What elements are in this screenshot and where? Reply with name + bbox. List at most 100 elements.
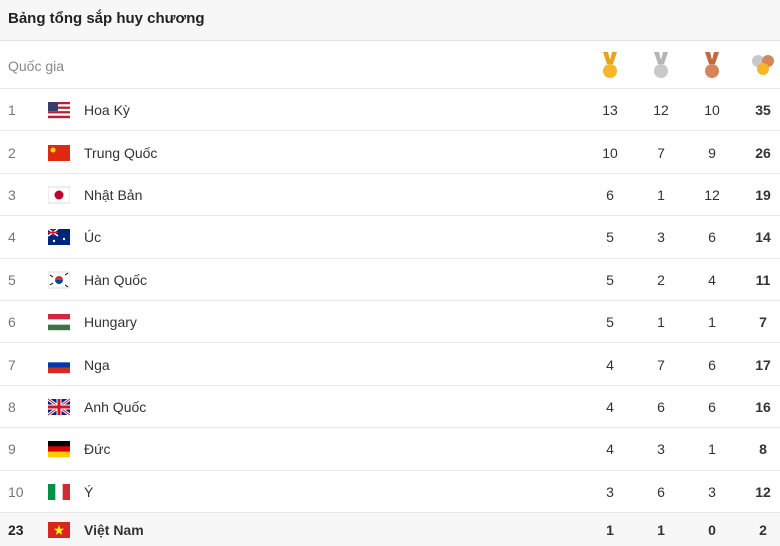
gold-count: 5: [606, 271, 614, 288]
rank: 4: [8, 229, 16, 246]
silver-count: 1: [657, 186, 665, 203]
flag: [47, 271, 71, 292]
flag-icon: [47, 397, 71, 417]
bronze-count: 6: [708, 229, 716, 246]
gold-count: 4: [606, 441, 614, 458]
table-row: 5 Hàn Quốc 5 2 4 11: [0, 257, 780, 301]
gold-count: 10: [602, 144, 618, 161]
silver-count: 7: [657, 356, 665, 373]
silver-icon: [654, 52, 668, 78]
rank: 8: [8, 398, 16, 415]
silver-count: 6: [657, 398, 665, 415]
flag: [48, 440, 70, 461]
silver-count: 1: [657, 314, 665, 331]
flag: [48, 521, 70, 542]
flag-icon: [48, 314, 70, 331]
gold-count: 5: [606, 314, 614, 331]
table-row: 23 Việt Nam 1 1 0 2: [0, 512, 780, 546]
country-name: Ý: [84, 483, 94, 500]
flag-icon: [48, 522, 70, 538]
bronze-count: 6: [708, 398, 716, 415]
gold-count: 1: [606, 522, 614, 538]
flag: [48, 101, 70, 122]
total-count: 8: [759, 441, 767, 458]
bronze-count: 12: [704, 186, 720, 203]
bronze-icon: [705, 52, 719, 78]
flag-icon: [48, 356, 70, 373]
flag: [47, 228, 70, 249]
total-count: 12: [755, 483, 771, 500]
country-name: Anh Quốc: [84, 398, 147, 415]
country-name: Trung Quốc: [84, 144, 158, 161]
total-count: 26: [755, 144, 771, 161]
total-count: 14: [755, 229, 771, 246]
flag-icon: [47, 271, 71, 289]
rank: 6: [8, 314, 16, 331]
silver-count: 7: [657, 144, 665, 161]
rank: 7: [8, 356, 16, 373]
country-name: Úc: [84, 229, 102, 246]
rank: 10: [8, 483, 24, 500]
table-row: 7 Nga 4 7 6 17: [0, 342, 780, 385]
flag: [47, 186, 71, 207]
total-count: 11: [755, 271, 771, 288]
flag: [48, 144, 70, 165]
bronze-count: 4: [708, 271, 716, 288]
silver-count: 2: [657, 271, 665, 288]
total-icon: [752, 55, 774, 75]
table-row: 1 Hoa Kỳ 13 12 10 35: [0, 88, 780, 131]
rank: 23: [8, 522, 24, 538]
gold-count: 6: [606, 186, 614, 203]
bronze-count: 1: [708, 441, 716, 458]
bronze-count: 6: [708, 356, 716, 373]
gold-icon: [603, 52, 617, 78]
country-name: Hungary: [84, 314, 137, 331]
bronze-count: 0: [708, 522, 716, 538]
total-count: 19: [755, 186, 771, 203]
country-name: Nga: [84, 356, 110, 373]
table-row: 2 Trung Quốc 10 7 9 26: [0, 130, 780, 173]
bronze-count: 10: [704, 102, 720, 119]
flag: [47, 397, 71, 419]
title: Bảng tổng sắp huy chương: [8, 10, 205, 27]
bronze-count: 1: [708, 314, 716, 331]
country-name: Đức: [84, 441, 111, 458]
silver-count: 1: [657, 522, 665, 538]
table-row: 9 Đức 4 3 1 8: [0, 427, 780, 470]
gold-count: 4: [606, 356, 614, 373]
flag-icon: [48, 144, 70, 161]
gold-count: 13: [602, 102, 618, 119]
silver-count: 3: [657, 441, 665, 458]
flag-icon: [48, 441, 70, 458]
flag: [48, 356, 70, 377]
total-count: 16: [755, 398, 771, 415]
total-count: 17: [755, 356, 771, 373]
country-name: Hàn Quốc: [84, 271, 148, 288]
table-row: 3 Nhật Bản 6 1 12 19: [0, 172, 780, 216]
country-name: Việt Nam: [84, 522, 144, 538]
flag-icon: [47, 186, 71, 204]
country-name: Hoa Kỳ: [84, 102, 130, 119]
total-count: 2: [759, 522, 767, 538]
flag-icon: [48, 102, 70, 119]
table-row: 4 Úc 5 3 6 14: [0, 215, 780, 258]
silver-count: 12: [653, 102, 669, 119]
rank: 2: [8, 144, 16, 161]
bronze-count: 9: [708, 144, 716, 161]
rank: 5: [8, 271, 16, 288]
silver-count: 6: [657, 483, 665, 500]
country-name: Nhật Bản: [84, 186, 143, 203]
flag-icon: [47, 228, 70, 246]
total-count: 35: [755, 102, 771, 119]
flag: [48, 483, 71, 504]
flag: [48, 313, 70, 334]
gold-count: 5: [606, 229, 614, 246]
silver-count: 3: [657, 229, 665, 246]
country-header: Quốc gia: [8, 58, 65, 74]
flag-icon: [48, 483, 71, 500]
table-row: 8 Anh Quốc 4 6 6 16: [0, 384, 780, 428]
title-bar: Bảng tổng sắp huy chương: [0, 0, 780, 41]
rank: 1: [8, 102, 16, 119]
bronze-count: 3: [708, 483, 716, 500]
